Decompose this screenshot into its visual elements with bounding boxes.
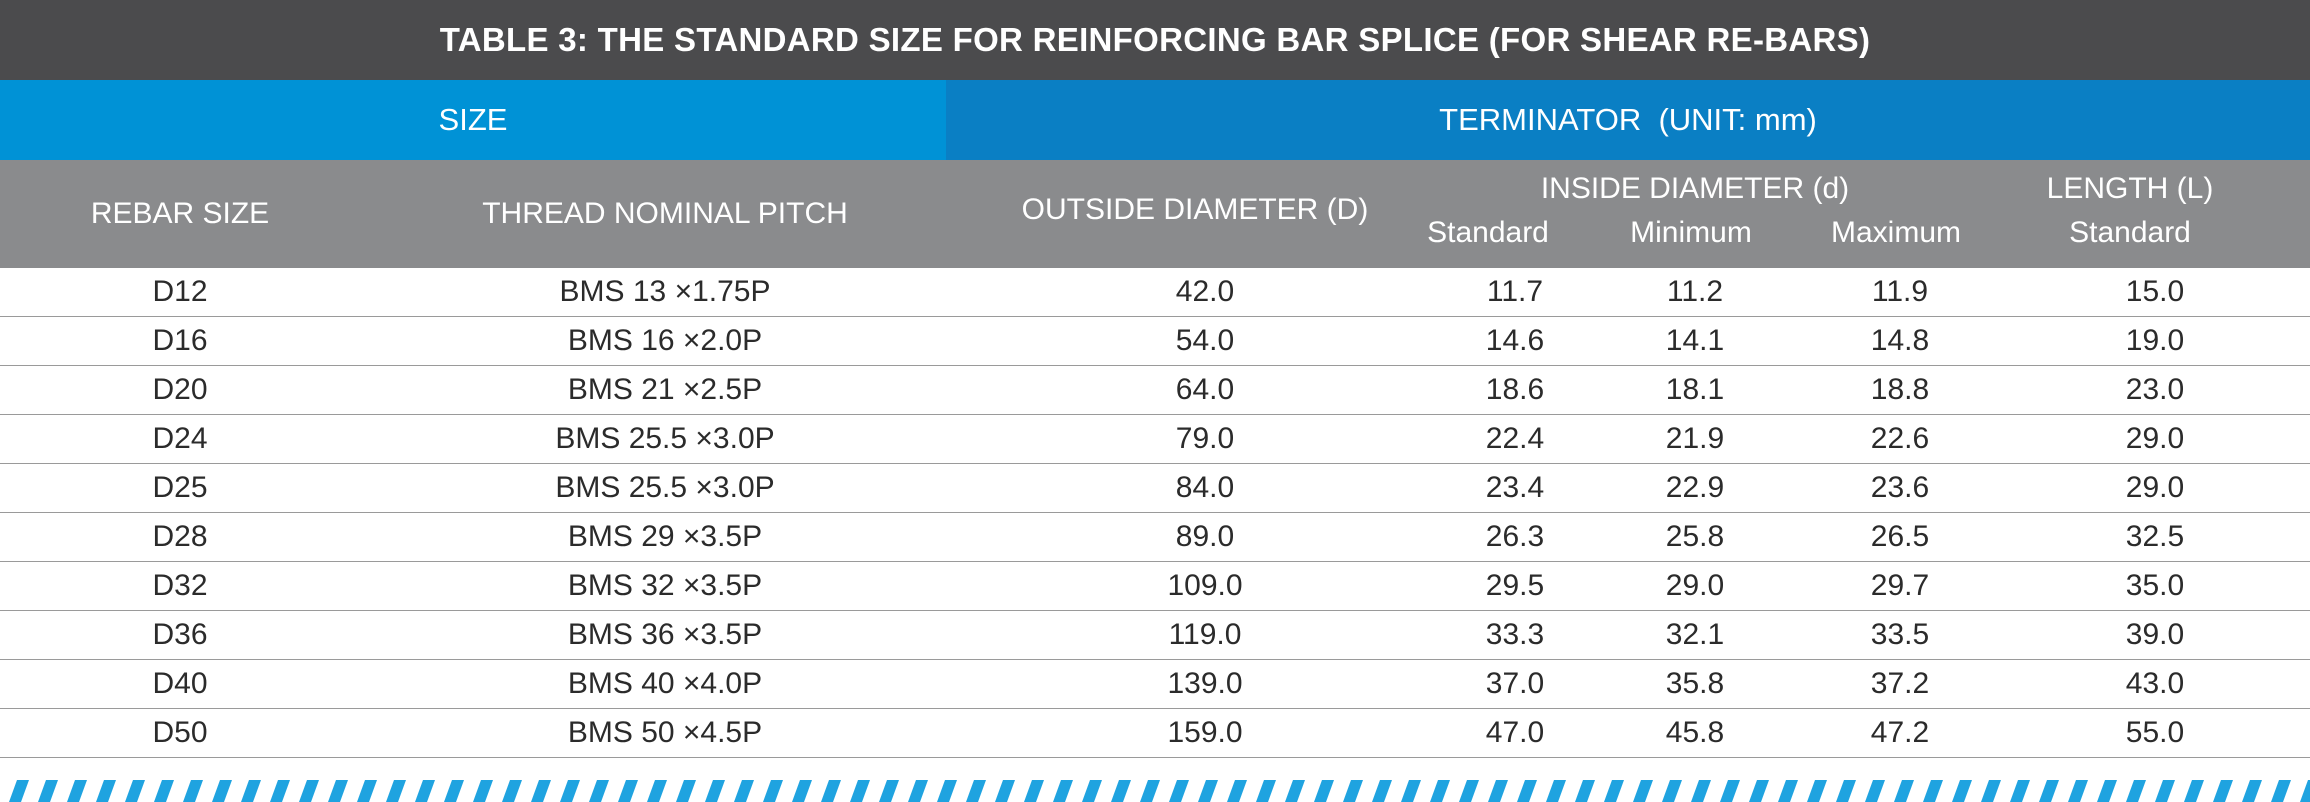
- cell-thread-pitch: BMS 25.5 ×3.0P: [360, 463, 970, 513]
- cell-length-standard: 35.0: [2000, 561, 2310, 611]
- cell-rebar-size: D50: [0, 708, 360, 758]
- col-header-outside-diameter: OUTSIDE DIAMETER (D): [1021, 193, 1369, 226]
- cell-thread-pitch: BMS 40 ×4.0P: [360, 659, 970, 709]
- cell-outside-diameter: 109.0: [970, 561, 1440, 611]
- table-row: D32 BMS 32 ×3.5P 109.0 29.5 29.0 29.7 35.0: [0, 561, 2310, 611]
- cell-inside-maximum: 37.2: [1800, 659, 2000, 709]
- data-table: D12 BMS 13 ×1.75P 42.0 11.7 11.2 11.9 15.0 D16 B…: [0, 268, 2310, 758]
- cell-thread-pitch: BMS 29 ×3.5P: [360, 512, 970, 562]
- cell-inside-standard: 47.0: [1440, 708, 1590, 758]
- cell-length-standard: 19.0: [2000, 316, 2310, 366]
- cell-inside-standard: 22.4: [1440, 414, 1590, 464]
- cell-rebar-size: D12: [0, 268, 360, 317]
- cell-rebar-size: D32: [0, 561, 360, 611]
- cell-inside-minimum: 32.1: [1590, 610, 1800, 660]
- table-row: D50 BMS 50 ×4.5P 159.0 47.0 45.8 47.2 55.0: [0, 708, 2310, 758]
- table-row: D25 BMS 25.5 ×3.0P 84.0 23.4 22.9 23.6 29.0: [0, 463, 2310, 513]
- cell-thread-pitch: BMS 16 ×2.0P: [360, 316, 970, 366]
- cell-inside-maximum: 26.5: [1800, 512, 2000, 562]
- cell-inside-minimum: 22.9: [1590, 463, 1800, 513]
- cell-length-standard: 32.5: [2000, 512, 2310, 562]
- cell-inside-standard: 23.4: [1440, 463, 1590, 513]
- cell-inside-maximum: 33.5: [1800, 610, 2000, 660]
- cell-inside-minimum: 11.2: [1590, 268, 1800, 317]
- table-row: D40 BMS 40 ×4.0P 139.0 37.0 35.8 37.2 43.0: [0, 659, 2310, 709]
- cell-rebar-size: D25: [0, 463, 360, 513]
- cell-inside-standard: 18.6: [1440, 365, 1590, 415]
- cell-thread-pitch: BMS 13 ×1.75P: [360, 268, 970, 317]
- table-row: D24 BMS 25.5 ×3.0P 79.0 22.4 21.9 22.6 29.0: [0, 414, 2310, 464]
- cell-inside-standard: 26.3: [1440, 512, 1590, 562]
- cell-inside-minimum: 14.1: [1590, 316, 1800, 366]
- col-header-inside-standard: Standard: [1427, 216, 1549, 249]
- cell-length-standard: 29.0: [2000, 414, 2310, 464]
- cell-inside-minimum: 35.8: [1590, 659, 1800, 709]
- cell-inside-maximum: 29.7: [1800, 561, 2000, 611]
- cell-outside-diameter: 79.0: [970, 414, 1440, 464]
- group-header-row: SIZE TERMINATOR (UNIT: mm): [0, 80, 2310, 160]
- col-header-rebar-size: REBAR SIZE: [90, 197, 270, 230]
- cell-rebar-size: D20: [0, 365, 360, 415]
- cell-inside-maximum: 47.2: [1800, 708, 2000, 758]
- cell-outside-diameter: 119.0: [970, 610, 1440, 660]
- cell-length-standard: 23.0: [2000, 365, 2310, 415]
- cell-inside-standard: 14.6: [1440, 316, 1590, 366]
- cell-inside-minimum: 21.9: [1590, 414, 1800, 464]
- cell-inside-standard: 37.0: [1440, 659, 1590, 709]
- col-header-inside-maximum: Maximum: [1830, 216, 1961, 249]
- cell-outside-diameter: 54.0: [970, 316, 1440, 366]
- cell-outside-diameter: 159.0: [970, 708, 1440, 758]
- cell-thread-pitch: BMS 32 ×3.5P: [360, 561, 970, 611]
- cell-inside-maximum: 18.8: [1800, 365, 2000, 415]
- cell-inside-maximum: 11.9: [1800, 268, 2000, 317]
- cell-rebar-size: D16: [0, 316, 360, 366]
- cell-inside-minimum: 25.8: [1590, 512, 1800, 562]
- cell-inside-minimum: 29.0: [1590, 561, 1800, 611]
- cell-inside-maximum: 22.6: [1800, 414, 2000, 464]
- cell-length-standard: 29.0: [2000, 463, 2310, 513]
- table-row: D12 BMS 13 ×1.75P 42.0 11.7 11.2 11.9 15.0: [0, 268, 2310, 317]
- cell-length-standard: 55.0: [2000, 708, 2310, 758]
- cell-rebar-size: D40: [0, 659, 360, 709]
- cell-outside-diameter: 89.0: [970, 512, 1440, 562]
- group-header-size: SIZE: [0, 80, 946, 160]
- cell-outside-diameter: 139.0: [970, 659, 1440, 709]
- cell-outside-diameter: 64.0: [970, 365, 1440, 415]
- cell-outside-diameter: 42.0: [970, 268, 1440, 317]
- cell-length-standard: 43.0: [2000, 659, 2310, 709]
- decorative-stripe-band: [0, 780, 2310, 802]
- cell-inside-minimum: 18.1: [1590, 365, 1800, 415]
- cell-inside-minimum: 45.8: [1590, 708, 1800, 758]
- cell-inside-maximum: 23.6: [1800, 463, 2000, 513]
- col-header-inside-diameter: INSIDE DIAMETER (d): [1540, 172, 1850, 205]
- table-row: D16 BMS 16 ×2.0P 54.0 14.6 14.1 14.8 19.0: [0, 316, 2310, 366]
- group-header-terminator: TERMINATOR (UNIT: mm): [946, 80, 2310, 160]
- col-header-inside-minimum: Minimum: [1630, 216, 1752, 249]
- cell-length-standard: 39.0: [2000, 610, 2310, 660]
- cell-inside-standard: 33.3: [1440, 610, 1590, 660]
- cell-inside-standard: 11.7: [1440, 268, 1590, 317]
- cell-thread-pitch: BMS 36 ×3.5P: [360, 610, 970, 660]
- col-header-length: LENGTH (L): [2046, 172, 2214, 205]
- col-header-thread-pitch: THREAD NOMINAL PITCH: [482, 197, 848, 230]
- cell-inside-maximum: 14.8: [1800, 316, 2000, 366]
- cell-outside-diameter: 84.0: [970, 463, 1440, 513]
- table-row: D36 BMS 36 ×3.5P 119.0 33.3 32.1 33.5 39.0: [0, 610, 2310, 660]
- cell-thread-pitch: BMS 50 ×4.5P: [360, 708, 970, 758]
- column-header-row: REBAR SIZE THREAD NOMINAL PITCH OUTSIDE …: [0, 160, 2310, 268]
- stripe-pattern: [0, 780, 2310, 802]
- cell-thread-pitch: BMS 21 ×2.5P: [360, 365, 970, 415]
- col-header-length-standard: Standard: [2069, 216, 2191, 249]
- cell-length-standard: 15.0: [2000, 268, 2310, 317]
- table-row: D20 BMS 21 ×2.5P 64.0 18.6 18.1 18.8 23.0: [0, 365, 2310, 415]
- table-row: D28 BMS 29 ×3.5P 89.0 26.3 25.8 26.5 32.5: [0, 512, 2310, 562]
- cell-rebar-size: D24: [0, 414, 360, 464]
- table-title: TABLE 3: THE STANDARD SIZE FOR REINFORCI…: [0, 0, 2310, 80]
- cell-thread-pitch: BMS 25.5 ×3.0P: [360, 414, 970, 464]
- cell-inside-standard: 29.5: [1440, 561, 1590, 611]
- cell-rebar-size: D28: [0, 512, 360, 562]
- cell-rebar-size: D36: [0, 610, 360, 660]
